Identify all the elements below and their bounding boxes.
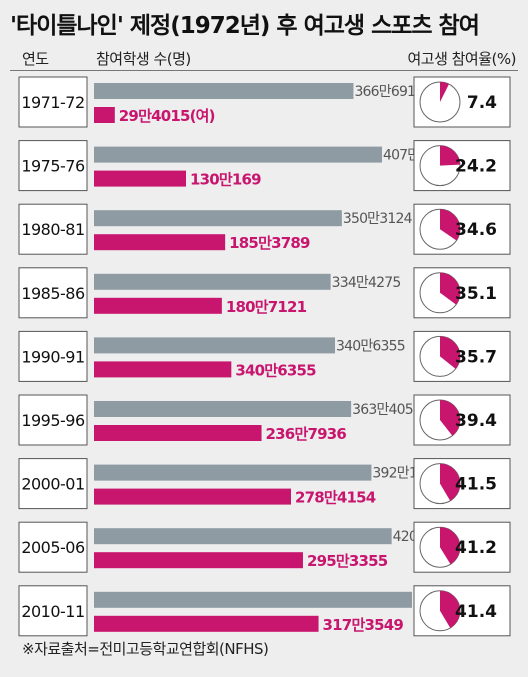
- boys-bar: [94, 464, 372, 481]
- rate-pie-slice: [440, 463, 460, 501]
- rate-value-label: 34.6: [455, 220, 497, 240]
- year-box: [18, 585, 88, 637]
- girls-value-label: 278만4154: [295, 489, 376, 507]
- girls-value-label: 180만7121: [226, 298, 307, 316]
- rate-value-label: 39.4: [455, 411, 497, 431]
- rate-pie-slice: [440, 272, 461, 305]
- boys-value-label: 363만4052: [352, 402, 421, 418]
- rate-value-label: 7.4: [467, 93, 497, 113]
- boys-bar: [94, 528, 392, 545]
- girls-bar: [94, 488, 291, 505]
- rate-value-label: 41.5: [455, 475, 497, 495]
- year-box: [18, 140, 88, 192]
- chart-title: '타이틀나인' 제정(1972년) 후 여고생 스포츠 참여: [10, 13, 480, 39]
- boys-bar: [94, 337, 336, 354]
- year-box: [18, 330, 88, 382]
- boys-value-label: 350만3124: [343, 211, 413, 227]
- boys-value-label: 334만4275: [332, 275, 401, 291]
- rate-pie-slice: [440, 400, 461, 436]
- girls-value-label: 130만169: [190, 171, 261, 189]
- boys-value-label: 340만6355: [336, 338, 405, 354]
- rate-pie-slice: [440, 336, 461, 369]
- girls-bar: [94, 615, 319, 632]
- girls-value-label: 340만6355: [235, 361, 316, 379]
- rate-pie-slice: [440, 590, 461, 628]
- rate-column-header: 여고생 참여율(%): [407, 50, 516, 68]
- year-label: 2010-11: [21, 602, 84, 621]
- year-box: [18, 394, 88, 446]
- girls-bar: [94, 425, 262, 441]
- count-column-header: 참여학생 수(명): [96, 50, 191, 68]
- boys-bar: [94, 401, 352, 417]
- girls-bar: [94, 361, 232, 378]
- year-box: [18, 458, 88, 510]
- year-box: [18, 203, 88, 255]
- boys-bar: [94, 210, 342, 227]
- girls-bar: [94, 297, 222, 314]
- rate-value-label: 41.2: [455, 538, 497, 558]
- boys-bar: [94, 273, 331, 290]
- rate-pie-slice: [440, 145, 460, 166]
- year-box: [18, 76, 88, 128]
- boys-bar: [94, 591, 412, 608]
- year-label: 2000-01: [21, 475, 84, 494]
- rate-value-label: 35.1: [455, 284, 497, 304]
- source-note: ※자료출처=전미고등학교연합회(NFHS): [22, 640, 269, 658]
- girls-bar: [94, 552, 303, 569]
- year-label: 1995-96: [21, 411, 85, 430]
- header-divider: [10, 70, 518, 71]
- rate-value-label: 41.4: [455, 602, 497, 622]
- rate-pie-slice: [440, 209, 461, 241]
- girls-value-label: 236만7936: [266, 425, 347, 443]
- year-label: 1985-86: [21, 284, 85, 303]
- boys-bar: [94, 83, 354, 99]
- year-label: 1971-72: [21, 93, 84, 112]
- girls-bar: [94, 170, 186, 187]
- year-label: 2005-06: [21, 538, 85, 557]
- girls-bar: [94, 234, 226, 251]
- rate-pie-slice: [440, 81, 449, 102]
- girls-value-label: 29만4015(여): [119, 107, 215, 125]
- girls-value-label: 317만3549: [323, 616, 404, 634]
- year-box: [18, 267, 88, 319]
- year-label: 1980-81: [21, 220, 84, 239]
- boys-bar: [94, 146, 382, 163]
- girls-value-label: 295만3355: [307, 552, 388, 570]
- participation-chart: 1971-72366만6917(남)29만4015(여)7.41975-7640…: [18, 76, 511, 637]
- girls-value-label: 185만3789: [229, 234, 310, 252]
- rate-value-label: 35.7: [455, 347, 497, 367]
- rate-pie-slice: [440, 527, 460, 565]
- year-column-header: 연도: [22, 50, 49, 68]
- rate-value-label: 24.2: [455, 157, 497, 177]
- year-label: 1975-76: [21, 157, 85, 176]
- year-label: 1990-91: [21, 347, 84, 366]
- year-box: [18, 521, 88, 573]
- girls-bar: [94, 107, 115, 123]
